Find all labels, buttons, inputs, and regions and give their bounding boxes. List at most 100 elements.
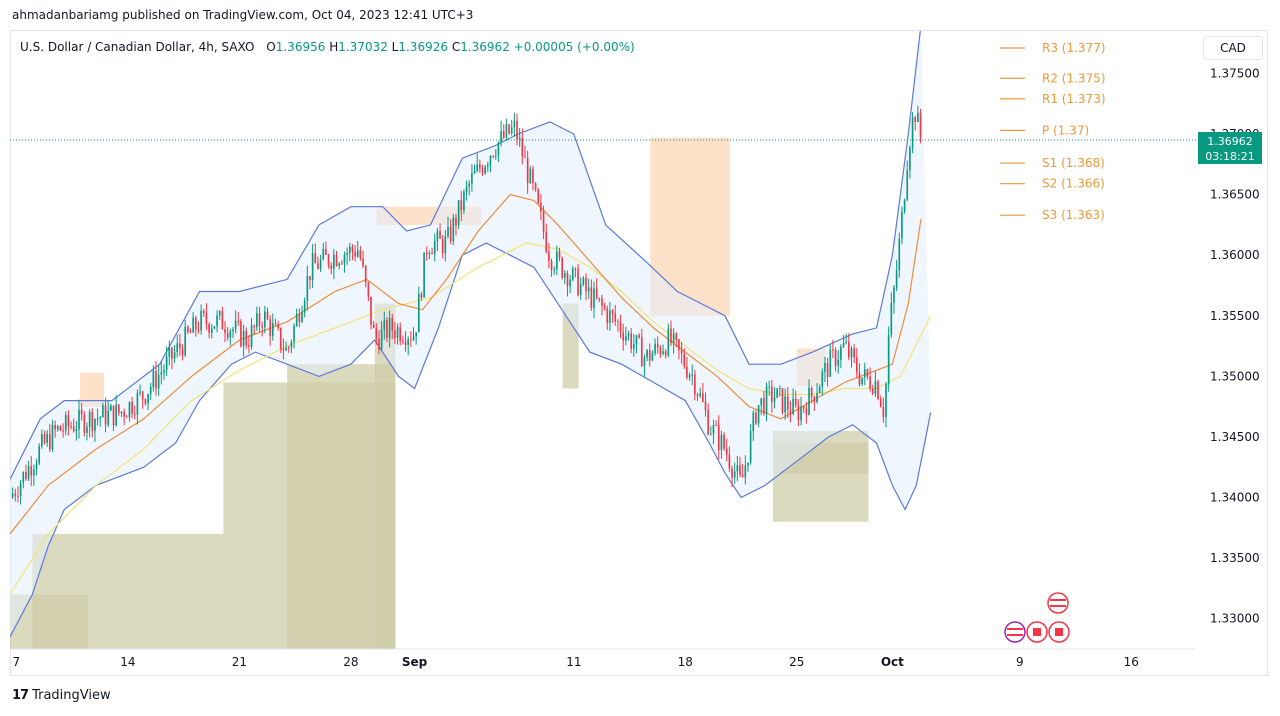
candle-body: [83, 414, 86, 433]
candle-body: [728, 454, 731, 469]
candle-body: [301, 312, 303, 323]
candle: [22, 471, 25, 489]
candle-body: [479, 164, 481, 169]
candle-body: [356, 250, 359, 257]
candle-body: [779, 388, 781, 390]
candle-body: [508, 124, 510, 134]
candle-body: [826, 363, 829, 377]
candle: [492, 155, 494, 159]
candle-body: [492, 156, 494, 158]
currency-button[interactable]: CAD: [1203, 36, 1263, 60]
candle: [885, 381, 887, 428]
candle-body: [702, 393, 704, 402]
candle: [715, 420, 717, 426]
candle: [829, 344, 832, 378]
candle: [502, 124, 505, 140]
candle: [694, 369, 696, 401]
candle-body: [370, 296, 372, 325]
candle: [853, 343, 855, 364]
candle-body: [648, 350, 651, 361]
candle: [221, 306, 224, 330]
candle: [574, 267, 577, 278]
us-flag-icon[interactable]: [1004, 621, 1026, 643]
candle-body: [240, 321, 242, 347]
y-tick-label: 1.33000: [1210, 612, 1260, 626]
candle: [524, 145, 526, 158]
candle: [797, 399, 800, 427]
candle: [216, 310, 218, 333]
y-tick-label: 1.35500: [1210, 309, 1260, 323]
candle: [561, 256, 563, 280]
candle: [433, 233, 436, 262]
candle: [386, 317, 388, 343]
candle-body: [497, 142, 500, 156]
candle-body: [210, 328, 213, 333]
candle: [176, 334, 179, 358]
candle: [816, 383, 818, 404]
candle: [99, 415, 102, 427]
candle: [115, 395, 118, 427]
candle: [375, 323, 378, 345]
candle: [840, 344, 842, 369]
candle-body: [179, 343, 181, 349]
candle: [380, 321, 383, 351]
candle: [510, 119, 513, 136]
candle: [343, 251, 346, 273]
candle: [226, 327, 229, 341]
candle-body: [78, 409, 80, 430]
candle-body: [213, 326, 216, 329]
candle: [348, 242, 351, 262]
candle: [858, 363, 861, 387]
candle-body: [107, 410, 110, 425]
candle-body: [115, 404, 118, 426]
candle: [41, 429, 43, 449]
candle: [667, 323, 670, 358]
candle-body: [56, 426, 59, 430]
candle-body: [781, 388, 784, 413]
candle: [776, 388, 778, 399]
candle: [792, 388, 794, 416]
candle-body: [19, 482, 22, 497]
candle-body: [351, 246, 354, 252]
candle-body: [99, 417, 102, 419]
candle-body: [298, 313, 301, 323]
candle: [194, 315, 197, 337]
candle-body: [518, 137, 521, 140]
candle: [168, 340, 171, 366]
candle-body: [118, 404, 120, 414]
candle: [630, 328, 632, 354]
candle-body: [152, 370, 155, 387]
candle: [48, 423, 51, 452]
candle-body: [800, 406, 802, 421]
candle-body: [869, 376, 871, 389]
candle-body: [617, 321, 619, 323]
candle: [755, 410, 757, 425]
x-tick-label: 7: [13, 655, 21, 669]
candle: [147, 393, 149, 411]
high-value: 1.37032: [338, 40, 388, 54]
candle: [410, 331, 412, 347]
us-flag-icon[interactable]: [1047, 592, 1069, 614]
candle: [784, 388, 786, 420]
candle: [248, 335, 250, 354]
candle: [425, 246, 428, 261]
candle-body: [25, 472, 27, 480]
candle-body: [402, 341, 404, 343]
candle-body: [917, 112, 919, 122]
event-flags[interactable]: [1004, 592, 1070, 643]
candle-body: [622, 332, 625, 341]
candle-body: [688, 374, 691, 378]
candle: [834, 347, 837, 372]
candle: [35, 458, 38, 476]
candle: [70, 421, 72, 430]
candle: [139, 384, 141, 396]
candle: [893, 285, 895, 314]
candle: [202, 309, 205, 317]
candle-body: [269, 319, 271, 336]
candle: [656, 336, 659, 354]
candle-body: [271, 323, 274, 336]
candle: [643, 354, 646, 377]
candle-body: [832, 349, 834, 351]
footer-brand[interactable]: 17 TradingView: [12, 688, 111, 703]
